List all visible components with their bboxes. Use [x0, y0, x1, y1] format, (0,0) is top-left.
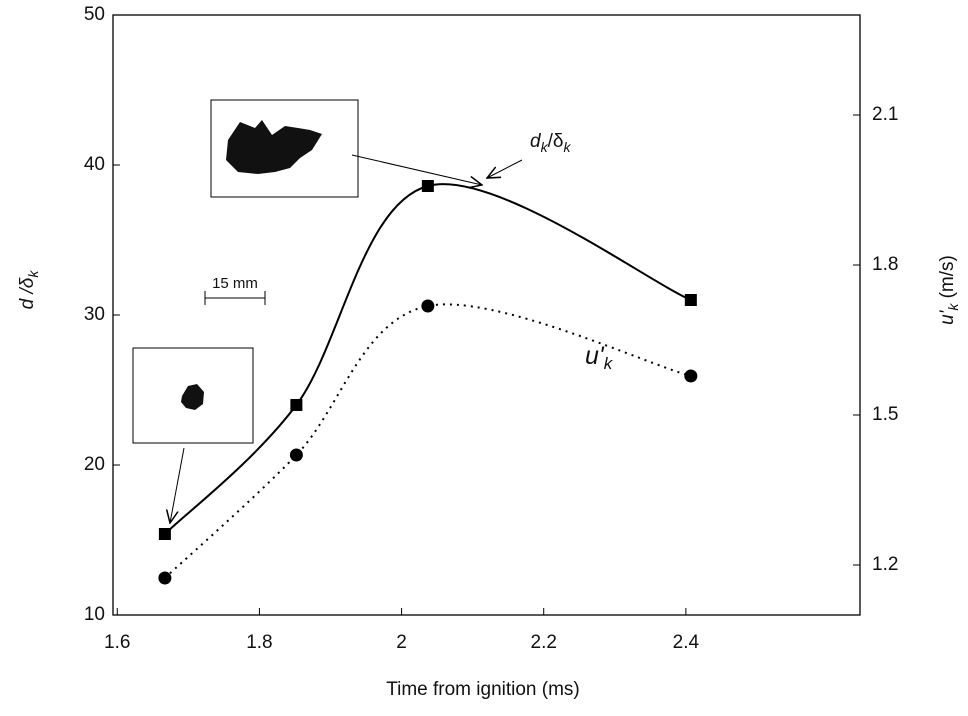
- marker: [684, 294, 697, 306]
- marker: [421, 299, 435, 313]
- kernel-blob: [181, 384, 204, 410]
- y-tick-label: 30: [84, 304, 105, 325]
- dk-part: k: [563, 139, 571, 155]
- arrow: [351, 154, 482, 185]
- x-tick-label: 2.4: [673, 632, 700, 653]
- y-tick-label: 10: [84, 604, 105, 625]
- scale-bar: [204, 291, 266, 305]
- x-tick-label: 2.2: [531, 632, 557, 653]
- uk-part: u': [585, 342, 605, 370]
- y2-axis-label: u'k (m/s): [937, 255, 961, 325]
- x-tick-label: 2: [396, 632, 407, 653]
- y-label-main: d /δ: [17, 277, 38, 309]
- y2-tick-label: 1.2: [872, 554, 898, 575]
- y-tick-label: 50: [84, 4, 105, 25]
- arrow: [170, 447, 185, 523]
- y2-label-unit: (m/s): [937, 255, 958, 304]
- x-tick-label: 1.8: [246, 632, 272, 653]
- marker: [290, 399, 303, 411]
- inset-image: [132, 347, 254, 444]
- marker: [158, 571, 172, 585]
- y2-tick-label: 2.1: [872, 104, 898, 125]
- dk-label: dk/δk: [530, 131, 571, 155]
- dk-part: k: [541, 139, 549, 155]
- x-axis-label: Time from ignition (ms): [386, 679, 580, 700]
- y-label-sub: k: [25, 270, 41, 278]
- uk-part: k: [604, 354, 614, 373]
- y-axis-label: d /δk: [17, 270, 41, 310]
- y2-tick-label: 1.8: [872, 254, 898, 275]
- y-tick-label: 40: [84, 154, 105, 175]
- dk-part: /δ: [548, 131, 564, 152]
- uk-label: u'k: [585, 342, 614, 374]
- y2-label-main: u': [937, 309, 958, 325]
- marker: [158, 528, 171, 540]
- dk-part: d: [530, 131, 542, 152]
- series-line: [164, 183, 692, 535]
- y2-tick-label: 1.5: [872, 404, 898, 425]
- x-tick-label: 1.6: [104, 632, 130, 653]
- kernel-blob: [226, 120, 322, 174]
- marker: [684, 369, 698, 383]
- y-tick-label: 20: [84, 454, 105, 475]
- arrow: [487, 159, 523, 178]
- marker: [421, 180, 434, 192]
- marker: [289, 448, 303, 462]
- y2-label-sub: k: [945, 303, 961, 311]
- scale-label: 15 mm: [212, 275, 258, 292]
